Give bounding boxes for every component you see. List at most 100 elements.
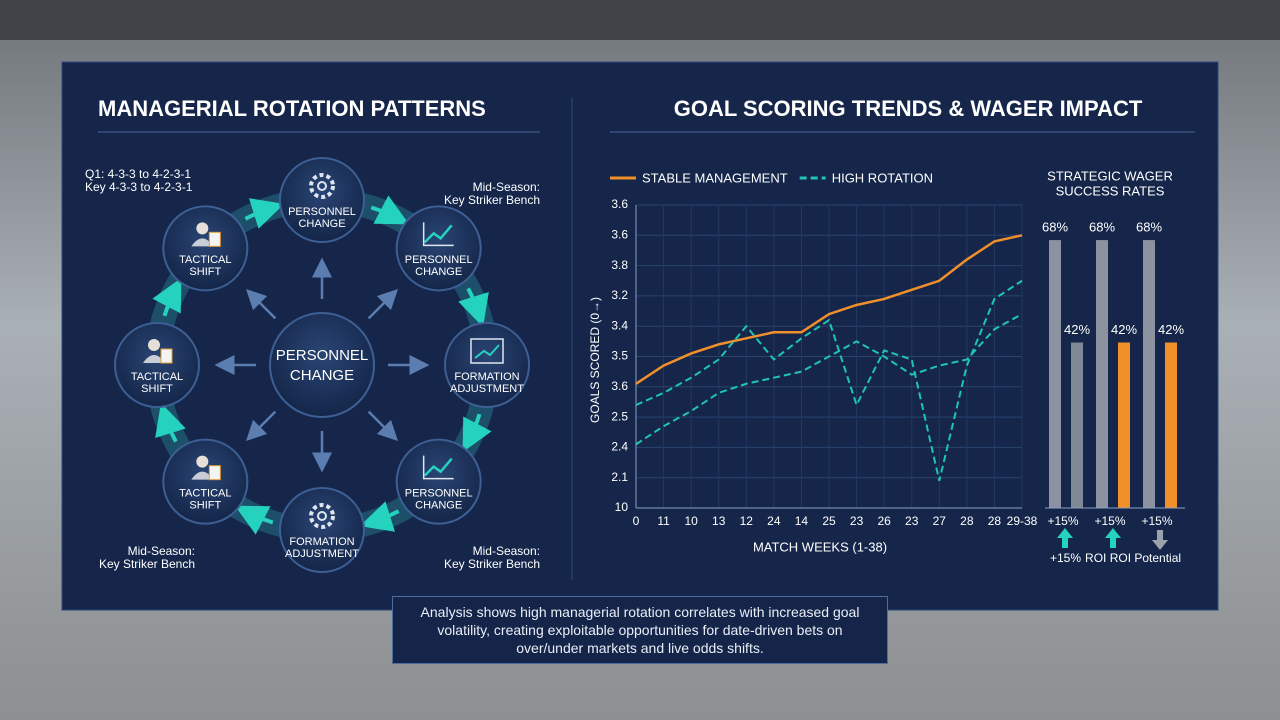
x-tick-label: 28 [988,514,1002,528]
x-tick-label: 11 [657,514,670,528]
y-tick-label: 3.6 [611,227,628,241]
node [444,322,530,408]
note-label: Key 4-3-3 to 4-2-3-1 [85,180,193,194]
x-tick-label: +15% [1047,514,1078,528]
x-tick-label: 0 [633,514,640,528]
line-series [635,313,1023,446]
spoke-arrow [245,410,277,442]
person-icon [196,455,209,468]
y-axis-label: GOALS SCORED (0→) [588,297,602,423]
x-tick-label: 23 [905,514,919,528]
x-tick-label: 12 [740,514,754,528]
annotation: +15% [1050,551,1081,565]
node-label: ADJUSTMENT [450,383,524,395]
clipboard-icon [208,231,221,247]
note-label: Key Striker Bench [444,557,540,571]
bar-title: STRATEGIC WAGER [1047,168,1173,183]
x-tick-label: 27 [933,514,947,528]
y-tick-label: 3.5 [611,349,628,363]
bar [1165,342,1177,508]
node-label: PERSONNEL [405,254,473,266]
node-label: FORMATION [289,536,354,548]
node [162,205,249,292]
up-arrow [1057,528,1073,548]
y-tick-label: 3.8 [611,258,628,272]
formation-icon [474,344,500,359]
ring-arrow [359,501,400,532]
node-label: CHANGE [415,500,462,512]
legend-label: HIGH ROTATION [832,170,933,185]
bar [1143,240,1155,508]
node-label: CHANGE [298,218,345,230]
analysis-note: Analysis shows high managerial rotation … [392,596,888,664]
chart-heading: GOAL SCORING TRENDS & WAGER IMPACT [674,96,1143,121]
x-tick-label: 14 [795,514,809,528]
node-label: ADJUSTMENT [285,548,359,560]
node [395,205,482,292]
spoke-arrow [367,410,399,442]
node-label: PERSONNEL [405,488,473,500]
person-icon [143,355,165,363]
gear-icon [309,503,335,529]
chart-icon [422,222,454,247]
ceiling [0,0,1280,40]
note-label: Mid-Season: [128,544,195,558]
chart-icon [423,224,453,244]
ring-arrow [458,287,489,328]
node [114,322,200,408]
node [279,487,365,573]
node-label: TACTICAL [131,371,183,383]
note-label: Key Striker Bench [444,193,540,207]
x-tick-label: 25 [822,514,836,528]
x-tick-label: 24 [767,514,781,528]
note-label: Q1: 4-3-3 to 4-2-3-1 [85,167,191,181]
node-label: SHIFT [189,266,221,278]
legend-label: STABLE MANAGEMENT [642,170,788,185]
ring-arrow [155,402,186,443]
node-label: TACTICAL [179,488,231,500]
x-tick-label: +15% [1094,514,1125,528]
x-tick-label: +15% [1141,514,1172,528]
y-tick-label: 10 [615,500,629,514]
node-label: PERSONNEL [288,206,356,218]
annotation: ROI ROI Potential [1085,551,1181,565]
value-label: 68% [1136,220,1162,235]
center-label: PERSONNEL [276,347,369,364]
chart-icon [423,457,453,477]
panel [61,61,1219,611]
x-tick-label: 28 [960,514,974,528]
chart-icon [422,455,454,480]
ring-arrow [462,413,492,453]
person-icon [191,238,214,247]
node-label: SHIFT [189,500,221,512]
value-label: 42% [1158,322,1184,337]
value-label: 42% [1111,322,1137,337]
y-tick-label: 2.1 [611,470,628,484]
bar [1049,240,1061,508]
ring-arrow [244,198,285,229]
node [279,157,365,243]
center-node [269,312,375,418]
node-label: CHANGE [415,266,462,278]
x-axis-label: MATCH WEEKS (1-38) [753,539,887,554]
y-tick-label: 3.2 [611,288,628,302]
y-tick-label: 3.4 [611,318,628,332]
line-series [635,279,1023,481]
bar [1096,240,1108,508]
bar [1071,342,1083,508]
y-tick-label: 2.4 [611,440,628,454]
line-series [635,234,1023,385]
note-label: Mid-Season: [473,544,540,558]
note-label: Key Striker Bench [99,557,195,571]
y-tick-label: 3.6 [611,197,628,211]
clipboard-icon [160,348,173,364]
node-label: SHIFT [141,383,173,395]
bar-title: SUCCESS RATES [1056,183,1165,198]
person-icon [148,339,160,351]
up-arrow [1105,528,1121,548]
x-tick-label: 26 [877,514,891,528]
node-label: FORMATION [454,371,519,383]
node [162,438,249,525]
bar [1118,342,1130,508]
